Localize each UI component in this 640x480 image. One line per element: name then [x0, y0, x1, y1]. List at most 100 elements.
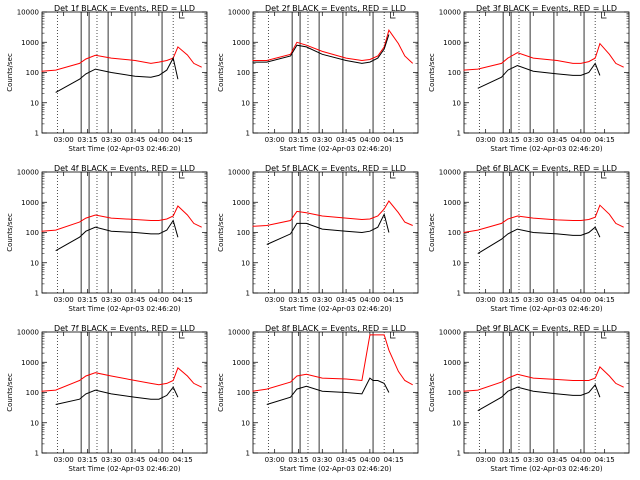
- x-tick-label: 03:30: [523, 136, 543, 144]
- bracket-marker: [179, 332, 185, 339]
- y-axis-label: Counts/sec: [217, 213, 225, 252]
- x-axis-label: Start Time (02-Apr-03 02:46:20): [490, 145, 602, 153]
- y-tick-label: 100: [237, 389, 250, 397]
- panel-title: Det 7f BLACK = Events, RED = LLD: [54, 324, 195, 333]
- x-tick-label: 03:00: [476, 456, 496, 464]
- y-tick-label: 100: [448, 229, 461, 237]
- y-tick-label: 1000: [443, 199, 461, 207]
- series-line-lld: [41, 367, 202, 392]
- y-tick-label: 1: [246, 130, 250, 138]
- y-tick-label: 100: [448, 69, 461, 77]
- x-axis-label: Start Time (02-Apr-03 02:46:20): [68, 145, 180, 153]
- series-line-events: [55, 56, 179, 93]
- y-axis-label: Counts/sec: [217, 53, 225, 92]
- panel-det-7: Det 7f BLACK = Events, RED = LLD 1 10 100 10…: [6, 324, 208, 473]
- series-line-lld: [463, 204, 624, 233]
- y-tick-label: 1000: [21, 199, 39, 207]
- x-tick-label: 03:30: [312, 456, 332, 464]
- x-tick-label: 03:15: [77, 456, 97, 464]
- y-axis-label: Counts/sec: [6, 373, 14, 412]
- series-line-lld: [463, 42, 624, 71]
- plot-frame: [252, 331, 419, 454]
- y-axis-label: Counts/sec: [217, 373, 225, 412]
- y-tick-label: 10000: [228, 329, 250, 337]
- y-tick-label: 10000: [439, 9, 461, 17]
- y-axis-label: Counts/sec: [428, 213, 436, 252]
- y-tick-label: 100: [26, 69, 39, 77]
- y-tick-label: 10: [241, 259, 250, 267]
- x-tick-label: 03:00: [476, 136, 496, 144]
- y-tick-label: 1: [35, 290, 39, 298]
- x-axis-label: Start Time (02-Apr-03 02:46:20): [68, 305, 180, 313]
- y-tick-label: 100: [237, 229, 250, 237]
- series-line-lld: [252, 334, 413, 392]
- panel-title: Det 6f BLACK = Events, RED = LLD: [476, 164, 617, 173]
- x-tick-label: 03:45: [547, 136, 567, 144]
- plot-frame: [41, 331, 208, 454]
- y-tick-label: 10000: [17, 169, 39, 177]
- x-tick-label: 04:00: [149, 296, 169, 304]
- x-tick-label: 04:00: [571, 456, 591, 464]
- y-tick-label: 100: [26, 389, 39, 397]
- bracket-marker: [601, 12, 607, 19]
- y-tick-label: 10000: [228, 9, 250, 17]
- x-tick-label: 04:00: [571, 136, 591, 144]
- x-tick-label: 03:00: [265, 456, 285, 464]
- y-tick-label: 1: [35, 130, 39, 138]
- x-axis-label: Start Time (02-Apr-03 02:46:20): [279, 305, 391, 313]
- panel-title: Det 3f BLACK = Events, RED = LLD: [476, 4, 617, 13]
- panel-title: Det 9f BLACK = Events, RED = LLD: [476, 324, 617, 333]
- panel-title: Det 2f BLACK = Events, RED = LLD: [265, 4, 406, 13]
- series-line-events: [266, 377, 390, 405]
- x-tick-label: 04:15: [173, 456, 193, 464]
- y-tick-label: 1: [246, 450, 250, 458]
- plot-frame: [252, 171, 419, 294]
- y-axis-label: Counts/sec: [428, 53, 436, 92]
- y-tick-label: 10: [30, 99, 39, 107]
- x-tick-label: 03:00: [265, 296, 285, 304]
- y-tick-label: 10: [30, 259, 39, 267]
- x-tick-label: 03:00: [54, 136, 74, 144]
- x-tick-label: 03:30: [523, 296, 543, 304]
- x-tick-label: 03:15: [499, 296, 519, 304]
- x-tick-label: 03:45: [125, 296, 145, 304]
- y-tick-label: 10: [30, 419, 39, 427]
- y-tick-label: 100: [448, 389, 461, 397]
- panel-det-3: Det 3f BLACK = Events, RED = LLD 1 10 100 10…: [428, 4, 630, 153]
- panel-title: Det 4f BLACK = Events, RED = LLD: [54, 164, 195, 173]
- plot-frame: [463, 171, 630, 294]
- y-tick-label: 1000: [21, 39, 39, 47]
- x-axis-label: Start Time (02-Apr-03 02:46:20): [490, 465, 602, 473]
- x-tick-label: 03:00: [265, 136, 285, 144]
- bracket-marker: [390, 12, 396, 19]
- y-axis-label: Counts/sec: [6, 53, 14, 92]
- panel-det-8: Det 8f BLACK = Events, RED = LLD 1 10 100 10…: [217, 324, 419, 473]
- x-tick-label: 03:45: [125, 136, 145, 144]
- plot-frame: [41, 11, 208, 134]
- x-tick-label: 03:00: [476, 296, 496, 304]
- x-tick-label: 03:30: [101, 136, 121, 144]
- series-line-events: [252, 34, 390, 64]
- panel-title: Det 5f BLACK = Events, RED = LLD: [265, 164, 406, 173]
- y-tick-label: 10000: [439, 329, 461, 337]
- x-tick-label: 04:15: [595, 456, 615, 464]
- panel-det-9: Det 9f BLACK = Events, RED = LLD 1 10 100 10…: [428, 324, 630, 473]
- y-tick-label: 1: [457, 290, 461, 298]
- series-line-events: [55, 386, 179, 405]
- bracket-marker: [390, 172, 396, 179]
- y-tick-label: 1000: [443, 39, 461, 47]
- x-tick-label: 03:15: [77, 296, 97, 304]
- y-tick-label: 1000: [443, 359, 461, 367]
- y-tick-label: 10: [452, 259, 461, 267]
- bracket-marker: [179, 12, 185, 19]
- panel-title: Det 1f BLACK = Events, RED = LLD: [54, 4, 195, 13]
- series-line-lld: [41, 205, 202, 232]
- panel-det-1: Det 1f BLACK = Events, RED = LLD 1 10 100 10…: [6, 4, 208, 153]
- x-axis-label: Start Time (02-Apr-03 02:46:20): [279, 465, 391, 473]
- x-tick-label: 03:15: [288, 136, 308, 144]
- x-tick-label: 03:30: [101, 456, 121, 464]
- bracket-marker: [390, 332, 396, 339]
- x-tick-label: 03:45: [336, 296, 356, 304]
- series-line-events: [477, 226, 601, 255]
